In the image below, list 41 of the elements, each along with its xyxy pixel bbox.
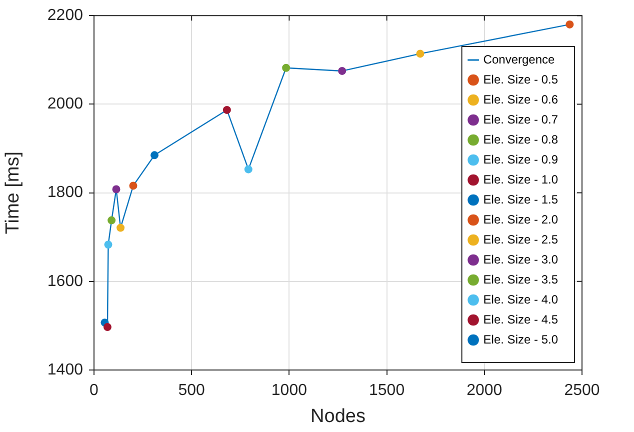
legend-label: Ele. Size - 0.8 [483,132,558,146]
x-tick-label: 2000 [466,382,502,400]
y-axis-title: Time [ms] [2,151,24,234]
point [150,151,159,160]
point [566,20,574,28]
y-tick-label: 1400 [47,361,84,378]
x-tick-label: 1500 [369,382,405,400]
legend-label: Ele. Size - 4.0 [483,292,558,306]
legend-label: Ele. Size - 0.5 [483,72,558,86]
legend-label: Convergence [483,52,556,66]
legend-label: Ele. Size - 1.0 [483,172,558,186]
x-axis-title: Nodes [310,406,366,427]
y-tick-label: 1600 [47,272,84,290]
point [282,64,290,72]
point [129,182,138,190]
y-tick-label: 1800 [47,184,84,202]
x-tick-label: 500 [178,382,206,400]
legend-label: Ele. Size - 0.7 [483,112,558,126]
legend-label: Ele. Size - 2.5 [483,232,558,246]
y-tick-label: 2200 [47,7,84,24]
point [338,66,346,75]
legend-label: Ele. Size - 2.0 [483,212,558,226]
legend-label: Ele. Size - 0.6 [483,92,558,106]
legend-label: Ele. Size - 0.9 [483,152,558,166]
legend-label: Ele. Size - 3.0 [483,252,558,266]
legend-label: Ele. Size - 4.5 [483,312,558,326]
point [244,165,252,174]
x-tick-label: 2500 [564,382,600,400]
point [103,323,112,332]
legend-label: Ele. Size - 3.5 [483,272,558,286]
legend-label: Ele. Size - 1.5 [483,192,558,206]
x-tick-label: 1000 [271,382,308,400]
point [222,106,231,114]
point [104,240,112,249]
point [116,224,125,232]
point [112,185,120,194]
point [416,50,424,58]
y-tick-label: 2000 [47,96,84,113]
legend-label: Ele. Size - 5.0 [483,332,558,346]
point [108,216,116,224]
x-tick-label: 0 [90,382,99,400]
